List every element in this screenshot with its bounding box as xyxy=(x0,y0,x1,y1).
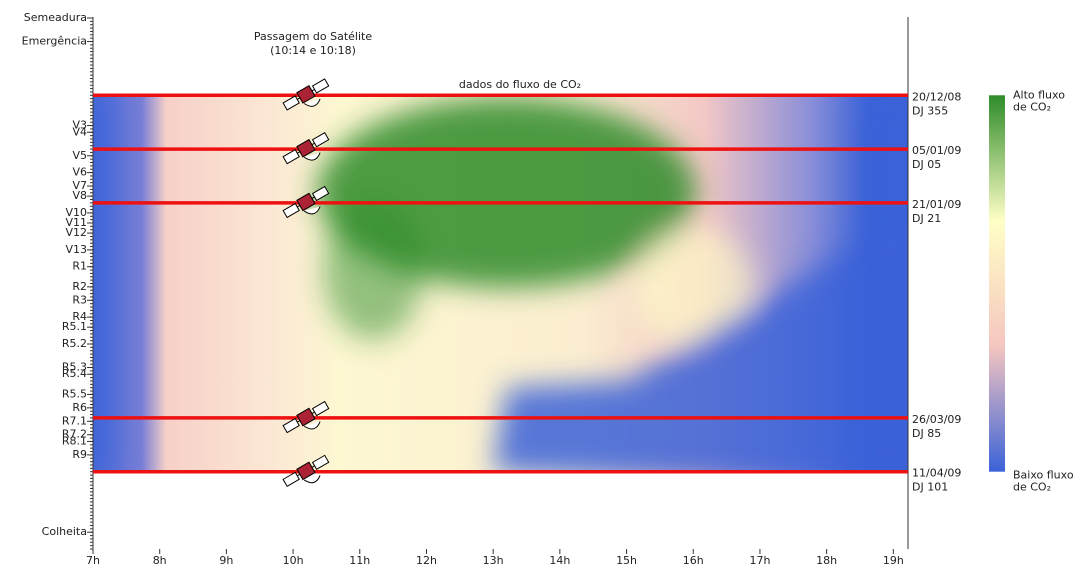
pass-dj: DJ 101 xyxy=(912,481,948,494)
y-tick-label: Semeadura xyxy=(24,11,87,24)
x-tick-label: 18h xyxy=(816,554,837,567)
pass-dj: DJ 05 xyxy=(912,158,941,171)
x-tick-label: 14h xyxy=(549,554,570,567)
pass-dj: DJ 355 xyxy=(912,104,948,117)
y-tick-label: V12 xyxy=(65,226,87,239)
annotation: (10:14 e 10:18) xyxy=(270,44,356,57)
annotation: Passagem do Satélite xyxy=(254,30,372,43)
y-tick-label: R5.5 xyxy=(62,387,87,400)
y-tick-label: Emergência xyxy=(22,35,87,48)
y-tick-label: V4 xyxy=(72,125,87,138)
x-tick-label: 8h xyxy=(153,554,167,567)
y-tick-label: R3 xyxy=(72,293,87,306)
y-tick-label: R5.4 xyxy=(62,367,87,380)
y-tick-label: R5.2 xyxy=(62,337,87,350)
y-tick-label: R8.1 xyxy=(62,434,87,447)
y-tick-label: R1 xyxy=(72,260,87,273)
legend-label: de CO₂ xyxy=(1013,481,1051,494)
heatmap xyxy=(73,95,927,488)
chart-title: dados do fluxo de CO₂ xyxy=(459,78,581,91)
x-tick-label: 19h xyxy=(883,554,904,567)
pass-dj: DJ 85 xyxy=(912,427,941,440)
x-tick-label: 16h xyxy=(683,554,704,567)
y-tick-label: R7.1 xyxy=(62,414,87,427)
x-tick-label: 12h xyxy=(416,554,437,567)
y-tick-label: R5.1 xyxy=(62,320,87,333)
y-tick-label: V13 xyxy=(65,243,87,256)
y-tick-label: R2 xyxy=(72,280,87,293)
satellite-panel xyxy=(313,79,329,93)
chart: dados do fluxo de CO₂ Passagem do Satéli… xyxy=(0,0,1087,568)
x-tick-label: 10h xyxy=(283,554,304,567)
satellite-panel xyxy=(283,472,299,486)
x-tick-label: 13h xyxy=(483,554,504,567)
pass-date: 26/03/09 xyxy=(912,413,961,426)
y-tick-label: Colheita xyxy=(42,525,87,538)
y-tick-label: R9 xyxy=(72,448,87,461)
colorbar xyxy=(989,95,1005,471)
pass-date: 21/01/09 xyxy=(912,198,961,211)
pass-date: 11/04/09 xyxy=(912,467,961,480)
pass-dj: DJ 21 xyxy=(912,212,941,225)
x-tick-label: 7h xyxy=(86,554,100,567)
x-tick-label: 11h xyxy=(349,554,370,567)
x-tick-label: 15h xyxy=(616,554,637,567)
x-tick-label: 9h xyxy=(219,554,233,567)
y-tick-label: V6 xyxy=(72,166,87,179)
y-tick-label: R6 xyxy=(72,401,87,414)
legend-label: de CO₂ xyxy=(1013,100,1051,113)
pass-date: 20/12/08 xyxy=(912,90,961,103)
x-tick-label: 17h xyxy=(749,554,770,567)
pass-date: 05/01/09 xyxy=(912,144,961,157)
heat-high xyxy=(323,200,423,340)
y-tick-label: V8 xyxy=(72,189,87,202)
y-tick-label: V5 xyxy=(72,149,87,162)
